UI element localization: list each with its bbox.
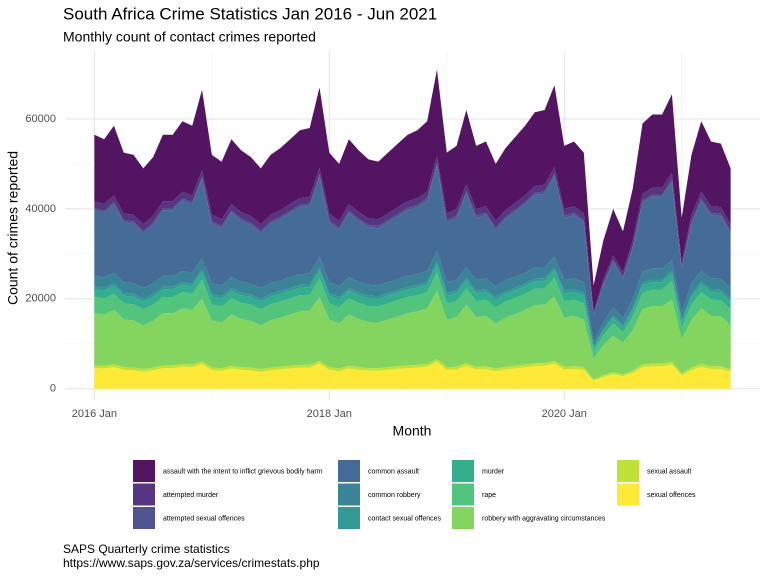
area <box>94 361 731 389</box>
legend-label: murder <box>482 468 505 475</box>
legend-key <box>452 507 474 529</box>
y-tick-label: 0 <box>50 383 56 395</box>
legend-key <box>617 483 639 506</box>
area <box>94 290 731 380</box>
legend-label: common assault <box>368 468 419 475</box>
legend-label: attempted murder <box>163 492 219 499</box>
y-tick-label: 60000 <box>25 113 56 125</box>
legend-label: rape <box>482 492 496 499</box>
legend-label: attempted sexual offences <box>163 515 245 522</box>
legend: assault with the intent to inflict griev… <box>133 460 696 529</box>
legend-key <box>338 460 360 482</box>
legend-key <box>133 507 155 529</box>
area <box>94 69 731 312</box>
y-axis-label: Count of crimes reported <box>5 151 21 305</box>
legend-label: sexual assault <box>647 468 691 475</box>
x-axis-label: Month <box>393 423 432 439</box>
legend-key <box>133 483 155 506</box>
chart-subtitle: Monthly count of contact crimes reported <box>63 29 316 45</box>
legend-label: assault with the intent to inflict griev… <box>163 468 323 475</box>
legend-key <box>338 507 360 529</box>
area <box>94 359 731 381</box>
chart-title: South Africa Crime Statistics Jan 2016 -… <box>63 4 437 23</box>
legend-key <box>133 460 155 482</box>
legend-label: sexual offences <box>647 492 696 499</box>
legend-key <box>617 460 639 482</box>
x-tick-label: 2020 Jan <box>542 408 587 420</box>
area <box>94 271 731 359</box>
area <box>94 165 731 342</box>
x-tick-label: 2018 Jan <box>307 408 352 420</box>
plot-area <box>94 69 731 389</box>
legend-key <box>338 483 360 506</box>
legend-label: robbery with aggravating circumstances <box>482 515 606 522</box>
legend-label: common robbery <box>368 492 421 499</box>
caption: SAPS Quarterly crime statistics <box>63 542 230 556</box>
x-tick-label: 2016 Jan <box>72 408 117 420</box>
y-tick-label: 40000 <box>25 203 56 215</box>
legend-key <box>452 483 474 506</box>
legend-label: contact sexual offences <box>368 515 442 522</box>
caption: https://www.saps.gov.za/services/crimest… <box>63 556 320 570</box>
legend-key <box>452 460 474 482</box>
y-tick-label: 20000 <box>25 293 56 305</box>
